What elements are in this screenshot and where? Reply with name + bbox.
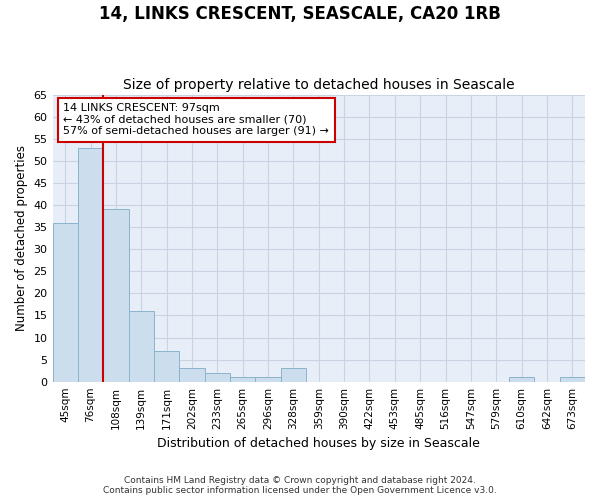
Bar [78, 148, 103, 382]
Bar [154, 351, 179, 382]
Title: Size of property relative to detached houses in Seascale: Size of property relative to detached ho… [123, 78, 515, 92]
Bar [103, 210, 128, 382]
Bar [179, 368, 205, 382]
X-axis label: Distribution of detached houses by size in Seascale: Distribution of detached houses by size … [157, 437, 480, 450]
Bar [230, 378, 256, 382]
Y-axis label: Number of detached properties: Number of detached properties [15, 145, 28, 331]
Bar [205, 373, 230, 382]
Bar [128, 311, 154, 382]
Bar [281, 368, 306, 382]
Text: Contains HM Land Registry data © Crown copyright and database right 2024.
Contai: Contains HM Land Registry data © Crown c… [103, 476, 497, 495]
Text: 14 LINKS CRESCENT: 97sqm
← 43% of detached houses are smaller (70)
57% of semi-d: 14 LINKS CRESCENT: 97sqm ← 43% of detach… [63, 103, 329, 136]
Bar [509, 378, 534, 382]
Text: 14, LINKS CRESCENT, SEASCALE, CA20 1RB: 14, LINKS CRESCENT, SEASCALE, CA20 1RB [99, 5, 501, 23]
Bar [256, 378, 281, 382]
Bar [560, 378, 585, 382]
Bar [53, 222, 78, 382]
